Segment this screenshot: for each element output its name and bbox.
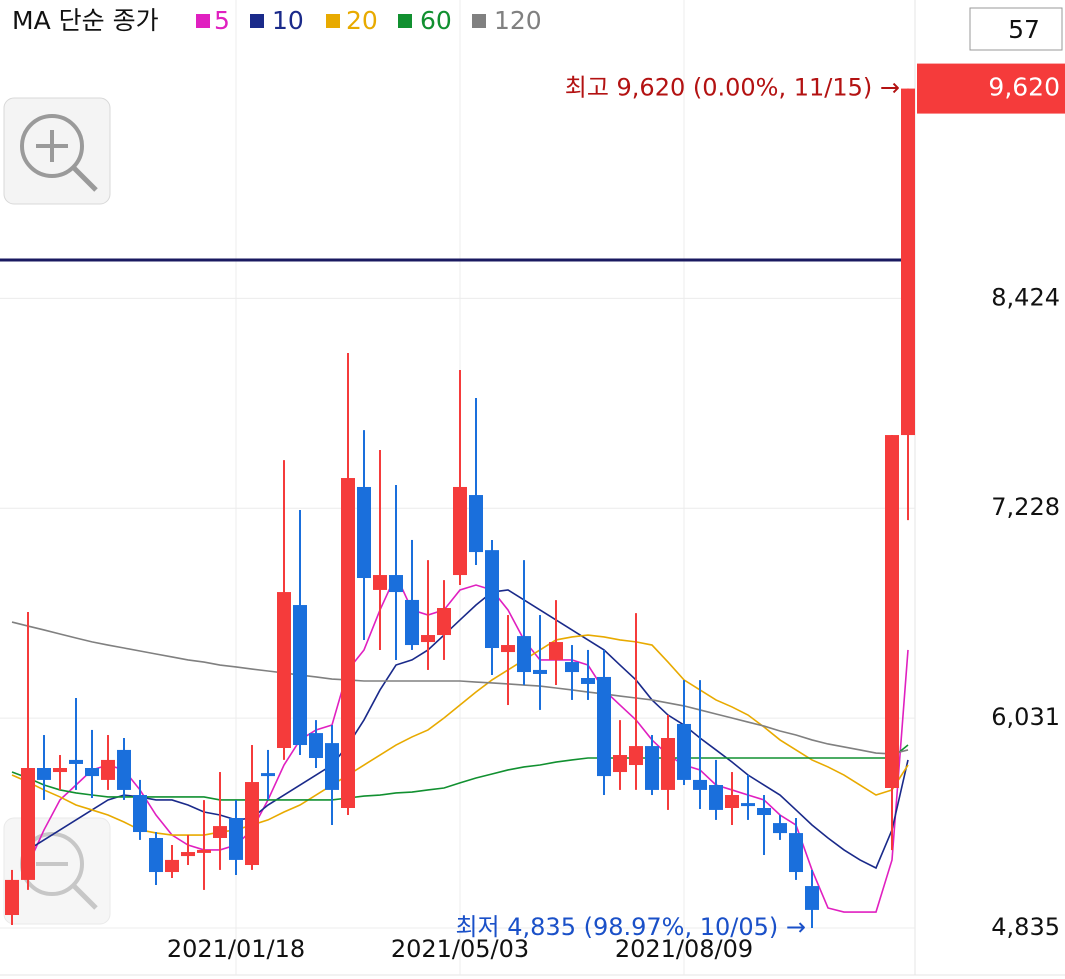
candle-body [645, 746, 659, 790]
candle-body [437, 608, 451, 636]
candle-body [149, 837, 163, 873]
y-tick-label: 7,228 [991, 493, 1060, 521]
candle-body [245, 782, 259, 866]
marks [0, 88, 915, 928]
ma-line [27, 573, 909, 913]
candle-body [101, 759, 115, 780]
legend-label: 5 [214, 6, 230, 35]
candle-body [885, 435, 899, 788]
zoom-icon [20, 114, 84, 178]
ma-line [11, 634, 909, 836]
candle-body [709, 785, 723, 810]
legend-swatch [472, 14, 486, 28]
y-tick-label: 4,835 [991, 913, 1060, 941]
candle-body [677, 723, 691, 780]
ma-line [27, 589, 909, 870]
candle-body [229, 817, 243, 860]
candle-body [21, 768, 35, 880]
candle-body [261, 773, 275, 777]
legend-swatch [196, 14, 210, 28]
low-annotation: 최저 4,835 (98.97%, 10/05) → [455, 913, 806, 941]
candle-body [581, 678, 595, 684]
candle-body [453, 486, 467, 576]
candle-body [309, 733, 323, 759]
candle-body [181, 852, 195, 857]
zoom-icon [72, 884, 98, 910]
candle-body [629, 746, 643, 766]
candle-body [693, 779, 707, 790]
legend-title: MA 단순 종가 [12, 6, 159, 35]
legend-label: 10 [272, 6, 304, 35]
candle-body [773, 823, 787, 834]
candle-body [117, 749, 131, 790]
candle-body [293, 605, 307, 746]
x-tick-label: 2021/01/18 [167, 935, 305, 963]
candle-body [501, 645, 515, 653]
candle-body [517, 636, 531, 673]
candle-body [165, 859, 179, 873]
candle-body [741, 803, 755, 807]
candle-body [757, 807, 771, 816]
candle-body [197, 849, 211, 853]
candle-body [421, 635, 435, 643]
legend-swatch [398, 14, 412, 28]
high-annotation: 최고 9,620 (0.00%, 11/15) → [565, 74, 900, 102]
candle-body [405, 599, 419, 646]
zoom-out-button[interactable] [3, 817, 111, 925]
current-price-label: 9,620 [988, 73, 1060, 102]
candle-body [69, 759, 83, 764]
candle-body [805, 886, 819, 910]
candle-body [661, 738, 675, 790]
candle-body [277, 592, 291, 749]
legend-label: 120 [494, 6, 542, 35]
candle-body [485, 550, 499, 649]
legend-swatch [326, 14, 340, 28]
legend-swatch [250, 14, 264, 28]
current-price-box [917, 63, 1065, 114]
candle-body [725, 795, 739, 808]
ma-line [11, 621, 909, 755]
candle-body [341, 478, 355, 808]
candle-body [213, 826, 227, 838]
candle-body [533, 669, 547, 674]
candle-body [597, 676, 611, 777]
count-box[interactable] [969, 7, 1063, 51]
candle-body [85, 768, 99, 777]
candle-body [469, 495, 483, 553]
candle-body [325, 743, 339, 790]
candle-body [53, 768, 67, 773]
candle-body [373, 575, 387, 590]
candle-body [37, 768, 51, 780]
x-tick-label: 2021/05/03 [391, 935, 529, 963]
candle-body [549, 642, 563, 660]
legend-label: 60 [420, 6, 452, 35]
legend-label: 20 [346, 6, 378, 35]
labels: MA 단순 종가 57 4,835 6,031 7,228 8,424 2021/01/… [12, 6, 1065, 963]
candle-body [5, 879, 19, 916]
candle-body [789, 833, 803, 873]
zoom-in-button[interactable] [3, 97, 111, 205]
candle-body [133, 795, 147, 833]
candle-body [389, 575, 403, 593]
y-tick-label: 6,031 [991, 703, 1060, 731]
candle-body [565, 662, 579, 673]
ma-line [11, 744, 909, 801]
y-tick-label: 8,424 [991, 283, 1060, 311]
candle-body [901, 88, 915, 436]
candle-body [613, 755, 627, 773]
x-tick-label: 2021/08/09 [615, 935, 753, 963]
count-label: 57 [1008, 15, 1040, 44]
candle-body [357, 486, 371, 579]
zoom-icon [72, 166, 98, 192]
